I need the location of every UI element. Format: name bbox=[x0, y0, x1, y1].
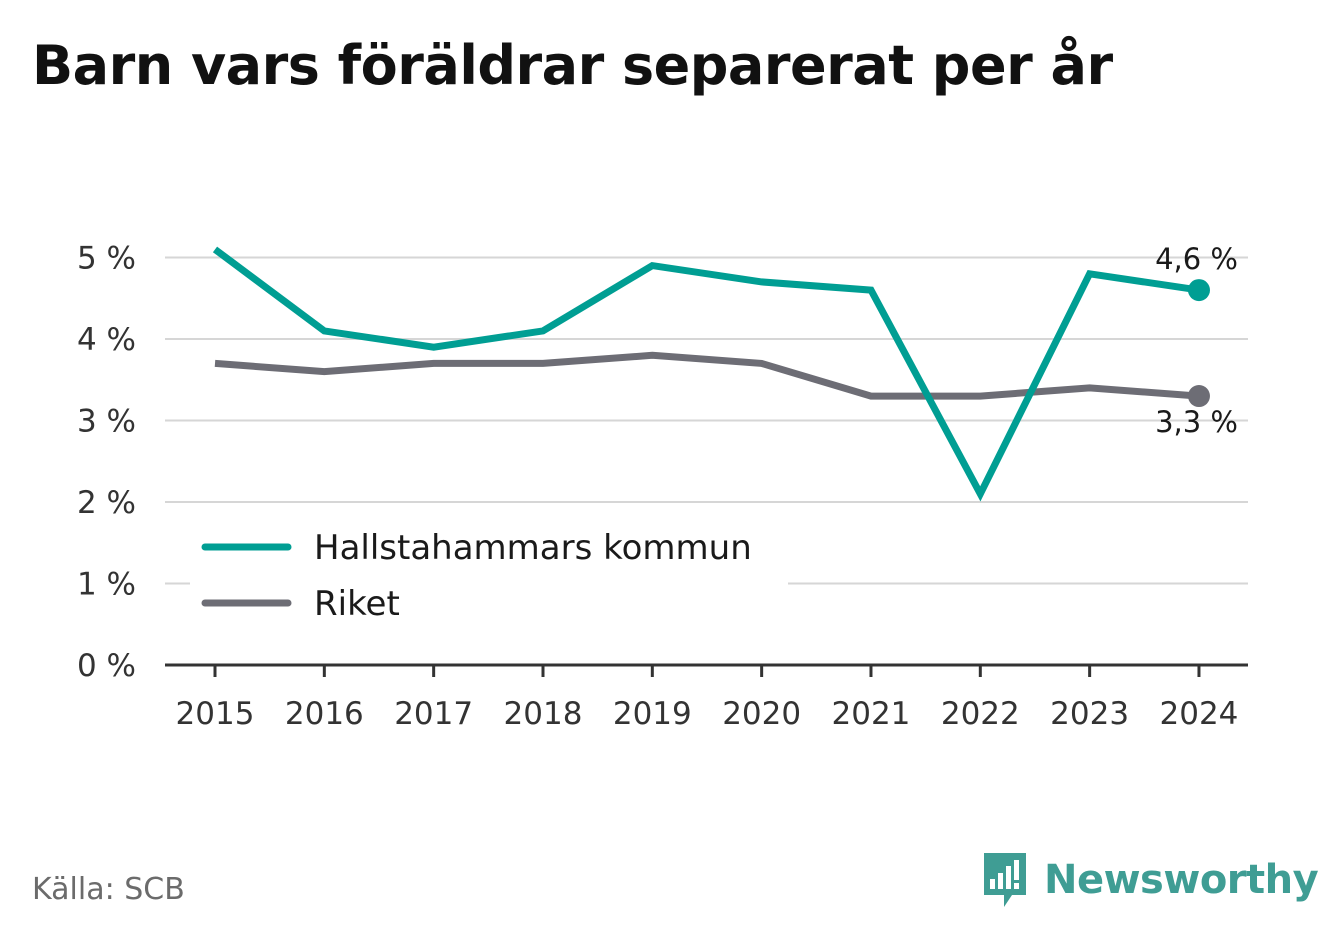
x-axis bbox=[165, 663, 1248, 677]
end-point-riket bbox=[1187, 385, 1210, 408]
x-tick-label: 2020 bbox=[722, 696, 801, 732]
y-axis-labels: 0 % 1 % 2 % 3 % 4 % 5 % bbox=[77, 241, 136, 685]
x-tick-label: 2021 bbox=[832, 696, 911, 732]
x-tick-label: 2019 bbox=[613, 696, 692, 732]
end-point-hallstahammars bbox=[1187, 279, 1210, 302]
source-note: Källa: SCB bbox=[32, 872, 185, 907]
series-lines bbox=[212, 246, 1210, 502]
x-tick-label: 2023 bbox=[1050, 696, 1129, 732]
y-tick-label: 5 % bbox=[77, 241, 136, 277]
y-tick-label: 3 % bbox=[77, 404, 136, 440]
series-line-hallstahammars bbox=[212, 246, 1200, 502]
y-tick-label: 2 % bbox=[77, 485, 136, 521]
x-tick-label: 2022 bbox=[941, 696, 1020, 732]
legend-label-riket: Riket bbox=[314, 584, 400, 624]
end-label-hallstahammars: 4,6 % bbox=[1155, 242, 1238, 276]
newsworthy-logo-icon bbox=[984, 853, 1026, 907]
end-label-riket: 3,3 % bbox=[1155, 405, 1238, 439]
x-tick-label: 2024 bbox=[1160, 696, 1239, 732]
y-tick-label: 4 % bbox=[77, 322, 136, 358]
end-labels: 4,6 % 3,3 % bbox=[1155, 242, 1238, 439]
legend: Hallstahammars kommun Riket bbox=[190, 515, 788, 635]
x-tick-label: 2016 bbox=[285, 696, 364, 732]
chart-title: Barn vars föräldrar separerat per år bbox=[32, 34, 1113, 97]
brand-name: Newsworthy bbox=[1044, 857, 1319, 903]
x-axis-labels: 2015 2016 2017 2018 2019 2020 2021 2022 2023 2024 bbox=[176, 696, 1239, 732]
y-tick-label: 1 % bbox=[77, 567, 136, 603]
x-tick-label: 2018 bbox=[504, 696, 583, 732]
legend-label-hallstahammars: Hallstahammars kommun bbox=[314, 528, 752, 568]
x-tick-label: 2015 bbox=[176, 696, 255, 732]
x-tick-label: 2017 bbox=[394, 696, 473, 732]
series-line-riket bbox=[214, 351, 1200, 400]
y-tick-label: 0 % bbox=[77, 648, 136, 684]
brand-logo-block: Newsworthy bbox=[980, 848, 1319, 912]
legend-background bbox=[190, 515, 788, 635]
